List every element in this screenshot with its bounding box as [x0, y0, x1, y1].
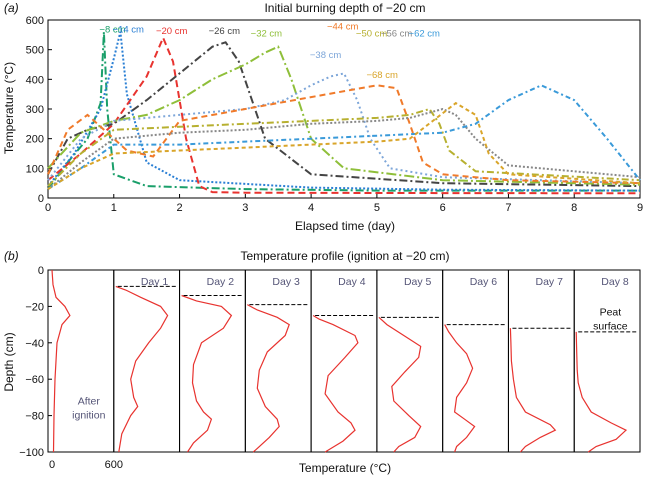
- y-tick-label: −100: [19, 447, 44, 459]
- series-label: −62 cm: [409, 28, 441, 39]
- x-tick-label: 9: [637, 202, 643, 214]
- day-label: Day 5: [404, 276, 432, 288]
- y-tick-label: 100: [26, 163, 44, 175]
- series-line: [47, 45, 641, 186]
- x-tick-label: 600: [105, 459, 123, 471]
- day-label: Day 6: [470, 276, 498, 288]
- series-line: [47, 101, 641, 190]
- panel-a-label: (a): [4, 1, 19, 15]
- panel-b-label: (b): [4, 249, 19, 263]
- y-tick-label: 200: [26, 134, 44, 146]
- series-line: [47, 35, 641, 195]
- profile-line: [181, 294, 233, 453]
- y-tick-label: 500: [26, 45, 44, 57]
- x-tick-label: 6: [440, 202, 446, 214]
- series-line: [47, 72, 641, 185]
- panel-a-title: Initial burning depth of −20 cm: [264, 1, 425, 15]
- series-label: −50 cm: [356, 28, 388, 39]
- panel-b-xlabel: Temperature (°C): [299, 461, 391, 475]
- y-tick-label: 300: [26, 104, 44, 116]
- day-label: Day 2: [207, 276, 235, 288]
- x-tick-label: 0: [45, 202, 51, 214]
- profile-subpanel: [442, 269, 509, 453]
- x-tick-label: 0: [49, 459, 55, 471]
- x-tick-label: 4: [308, 202, 314, 214]
- day-label: Day 4: [338, 276, 366, 288]
- profile-line: [312, 314, 359, 453]
- series-line: [47, 107, 641, 187]
- profile-line: [509, 328, 557, 453]
- x-tick-label: 7: [505, 202, 511, 214]
- day-label: Day 1: [141, 276, 169, 288]
- profile-subpanel: [179, 269, 246, 453]
- profile-subpanel: [47, 269, 115, 453]
- profile-subpanel: [573, 269, 641, 453]
- panel-b-ylabel: Depth (cm): [2, 332, 16, 391]
- series-label: −8 cm: [99, 24, 125, 35]
- series-line: [47, 31, 641, 192]
- y-tick-label: 0: [38, 193, 44, 205]
- series-label: −44 cm: [327, 21, 359, 32]
- series-label: −56 cm: [381, 28, 413, 39]
- panel-annotation: After: [78, 396, 101, 408]
- x-tick-label: 2: [176, 202, 182, 214]
- profile-line: [247, 304, 290, 453]
- series-line: [47, 84, 641, 185]
- y-tick-label: −80: [25, 411, 44, 423]
- y-tick-label: −40: [25, 338, 44, 350]
- panel-b-title: Temperature profile (ignition at −20 cm): [240, 249, 449, 263]
- profile-line: [444, 324, 476, 453]
- panel-b-plot: 0 −20 −40 −60 −80 −100 After ignition Day 1 Day 2…: [19, 265, 641, 471]
- series-line: [47, 107, 641, 190]
- x-tick-label: 8: [571, 202, 577, 214]
- panel-annotation: ignition: [72, 410, 105, 422]
- profile-subpanel: [113, 269, 181, 453]
- series-label: −26 cm: [209, 26, 241, 37]
- panel-a-frame: [47, 19, 641, 199]
- profile-line: [378, 316, 422, 453]
- x-tick-label: 3: [242, 202, 248, 214]
- profile-line: [115, 285, 169, 453]
- profile-line: [51, 269, 71, 453]
- panel-annotation: Peat: [600, 307, 622, 319]
- series-label: −68 cm: [366, 70, 398, 81]
- day-label: Day 7: [536, 276, 564, 288]
- y-tick-label: 400: [26, 74, 44, 86]
- series-line: [47, 41, 641, 188]
- panel-a-plot: 0 1 2 3 4 5 6 7 8 9 0 100 200 300 400 500 600 −8 cm−14 cm…: [26, 15, 643, 214]
- profile-subpanel: [310, 269, 378, 453]
- day-label: Day 3: [272, 276, 300, 288]
- profile-subpanel: [376, 269, 444, 453]
- series-line: [47, 84, 641, 190]
- x-tick-label: 5: [374, 202, 380, 214]
- panel-a-ylabel: Temperature (°C): [2, 62, 16, 154]
- x-tick-label: 1: [111, 202, 117, 214]
- series-line: [47, 31, 640, 192]
- y-tick-label: −20: [25, 301, 44, 313]
- day-label: Day 8: [601, 276, 629, 288]
- series-label: −20 cm: [156, 26, 188, 37]
- series-label: −14 cm: [113, 24, 145, 35]
- y-tick-label: −60: [25, 374, 44, 386]
- y-tick-label: 0: [38, 265, 44, 277]
- y-tick-label: 600: [26, 15, 44, 27]
- profile-line: [575, 331, 628, 453]
- series-label: −38 cm: [310, 50, 342, 61]
- panel-a-xlabel: Elapsed time (day): [295, 219, 395, 233]
- profile-subpanel: [507, 269, 575, 453]
- series-label: −32 cm: [251, 28, 283, 39]
- panel-annotation: surface: [593, 321, 628, 333]
